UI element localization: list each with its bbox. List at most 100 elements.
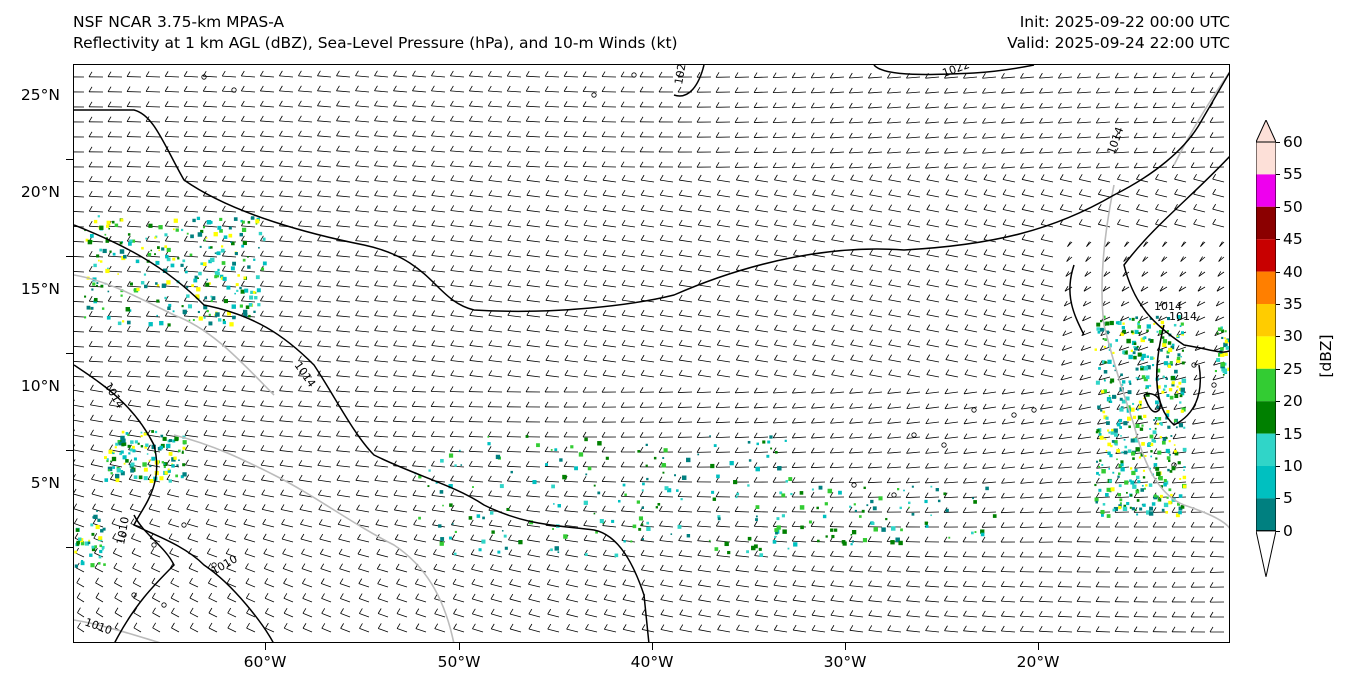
wind-barb <box>1021 329 1035 333</box>
wind-barb-feather <box>1001 433 1006 440</box>
wind-barb-feather <box>735 579 740 586</box>
wind-barb <box>849 91 864 94</box>
wind-barb-feather <box>1137 345 1142 351</box>
wind-barb-feather <box>1076 507 1081 513</box>
wind-barb <box>868 615 883 618</box>
wind-barb <box>1041 194 1054 198</box>
wind-barb-feather <box>867 462 872 469</box>
wind-barb-feather <box>126 325 131 332</box>
wind-barb <box>868 91 883 94</box>
wind-barb <box>321 598 332 603</box>
wind-barb-feather <box>754 565 759 571</box>
wind-barb-feather <box>583 325 588 331</box>
wind-barb-feather <box>793 309 797 316</box>
wind-barb <box>945 179 959 183</box>
reflectivity-cell <box>230 266 235 271</box>
wind-barb <box>831 194 845 198</box>
wind-barb <box>925 600 940 603</box>
wind-barb-feather <box>810 102 815 109</box>
reflectivity-cell <box>164 296 167 300</box>
wind-barb <box>679 209 693 213</box>
wind-barb <box>811 585 826 588</box>
wind-barb <box>355 479 370 483</box>
wind-barb <box>184 195 199 198</box>
wind-barb-feather <box>753 491 758 498</box>
wind-barb <box>773 136 788 139</box>
wind-barb-feather <box>658 131 663 138</box>
wind-barb <box>736 284 750 288</box>
wind-barb-feather <box>583 534 588 541</box>
wind-barb <box>888 344 902 348</box>
wind-barb <box>944 406 959 410</box>
wind-barb <box>450 375 465 378</box>
wind-barb <box>621 374 636 378</box>
wind-barb-feather <box>507 235 512 241</box>
wind-barb <box>412 255 427 258</box>
wind-barb-feather <box>298 460 303 466</box>
wind-barb <box>412 300 427 303</box>
wind-barb <box>887 166 902 169</box>
wind-barb-feather <box>963 625 967 632</box>
wind-barb <box>1077 76 1092 79</box>
wind-barb-feather <box>469 325 474 331</box>
wind-barb-feather <box>640 249 645 256</box>
wind-barb <box>621 344 636 348</box>
wind-barb-feather <box>336 220 340 226</box>
wind-barb-feather <box>487 85 492 92</box>
wind-barb <box>488 360 503 363</box>
wind-barb-feather <box>1019 507 1024 513</box>
wind-barb-feather <box>658 446 663 453</box>
wind-barb-feather <box>829 162 834 169</box>
wind-barb <box>850 374 864 378</box>
wind-barb-feather <box>963 118 967 124</box>
wind-barb-feather <box>355 265 359 271</box>
wind-barb <box>1001 481 1016 484</box>
wind-barb <box>299 494 313 498</box>
wind-barb-feather <box>126 86 131 92</box>
wind-barb-feather <box>317 340 321 346</box>
wind-barb-feather <box>602 535 607 541</box>
wind-barb-feather <box>962 551 967 557</box>
wind-barb-feather <box>1020 162 1024 169</box>
wind-barb <box>431 435 446 438</box>
wind-barb <box>95 582 104 588</box>
wind-barb <box>374 270 389 273</box>
wind-barb-feather <box>1171 551 1176 557</box>
reflectivity-cell <box>156 284 160 287</box>
wind-barb <box>964 209 978 213</box>
wind-barb <box>964 314 978 318</box>
wind-barb <box>1210 481 1225 484</box>
wind-barb <box>396 628 408 633</box>
wind-barb <box>396 613 408 618</box>
wind-barb <box>945 239 959 243</box>
wind-barb-feather <box>489 549 494 555</box>
wind-barb-feather <box>355 205 359 211</box>
wind-barb <box>90 449 104 453</box>
wind-barb-feather <box>488 175 493 181</box>
wind-barb-feather <box>848 132 853 139</box>
wind-barb <box>527 569 541 573</box>
wind-barb-feather <box>183 280 188 287</box>
wind-barb-feather <box>412 145 416 152</box>
wind-barb <box>245 568 256 573</box>
wind-barb <box>1193 376 1206 381</box>
wind-barb <box>374 90 389 93</box>
wind-barb <box>1192 436 1206 440</box>
wind-barb-feather <box>107 190 112 197</box>
wind-barb <box>393 90 408 93</box>
wind-barb <box>1134 121 1149 124</box>
reflectivity-cell <box>114 223 119 228</box>
wind-barb-feather <box>829 102 834 109</box>
wind-barb <box>604 628 617 633</box>
wind-barb <box>583 495 598 498</box>
wind-barb-feather <box>545 250 550 256</box>
wind-barb <box>206 523 218 528</box>
wind-barb-feather <box>526 235 531 241</box>
reflectivity-cell <box>226 285 231 290</box>
wind-barb-feather <box>867 117 872 124</box>
wind-barb <box>679 179 693 183</box>
wind-barb <box>1077 136 1092 139</box>
wind-barb-feather <box>716 249 721 256</box>
wind-barb-feather <box>488 325 493 331</box>
wind-barb <box>698 344 712 348</box>
